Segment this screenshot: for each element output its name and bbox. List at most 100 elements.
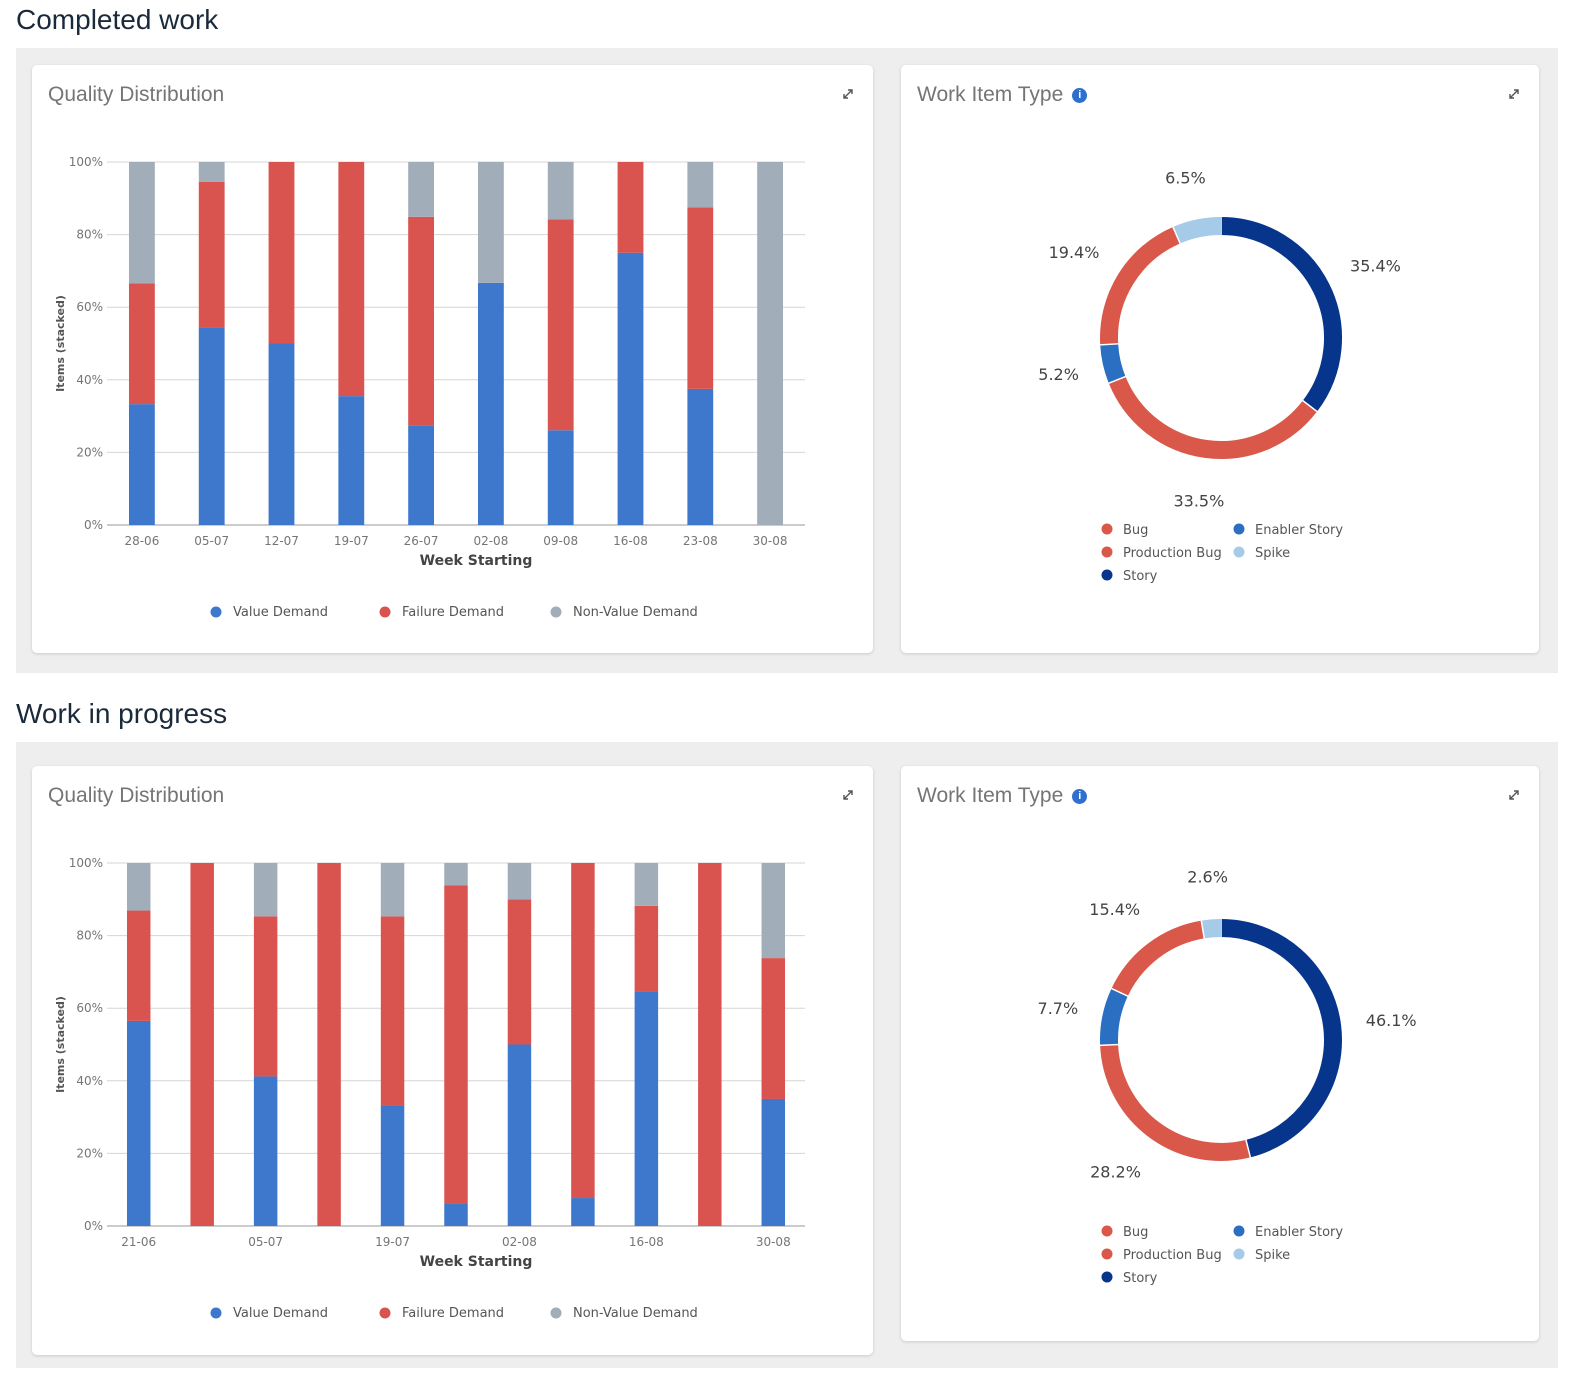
donut-slice — [1220, 919, 1342, 1158]
wip-panel: Quality Distribution 0% 20% 40% 60% 80% 100% I… — [16, 742, 1558, 1368]
bar-segment — [761, 1098, 786, 1226]
x-tick-label: 02-08 — [473, 534, 508, 548]
y-tick-label: 80% — [76, 929, 103, 943]
donut-slice — [1100, 988, 1128, 1046]
bar-segment — [547, 219, 574, 431]
bar-segment — [571, 1198, 595, 1226]
slice-separator — [1168, 218, 1185, 253]
y-tick-label: 60% — [76, 300, 103, 314]
x-tick-label: 16-08 — [613, 534, 648, 548]
x-tick-label: 16-08 — [629, 1235, 664, 1249]
bar-segment — [761, 958, 786, 1099]
expand-icon[interactable] — [1505, 85, 1523, 103]
card-title: Quality Distribution — [48, 784, 224, 808]
x-axis-label: Week Starting — [420, 1254, 533, 1270]
expand-icon[interactable] — [839, 786, 857, 804]
worktype-title: Work Item Type — [917, 784, 1064, 807]
y-tick-label: 20% — [76, 445, 103, 459]
expand-icon[interactable] — [1505, 786, 1523, 804]
worktype-donut-chart: 35.4% 33.5% 5.2% 19.4% 6.5% Bug Enabler Story P… — [1038, 168, 1401, 584]
bar-segment — [268, 162, 295, 344]
bar-segment — [687, 207, 714, 389]
legend-marker — [1101, 569, 1113, 581]
x-tick-label: 26-07 — [404, 534, 439, 548]
legend-marker — [1101, 1225, 1113, 1237]
bar-segment — [444, 885, 468, 1204]
donut-slice — [1108, 376, 1318, 459]
bar-segment — [507, 863, 532, 900]
bar-segment — [634, 991, 659, 1226]
x-tick-label: 05-07 — [248, 1235, 283, 1249]
bar-segment — [408, 162, 435, 217]
slice-label: 19.4% — [1049, 243, 1100, 262]
quality-bar-chart: 0% 20% 40% 60% 80% 100% Items (stacked) 28-06 05… — [54, 155, 805, 620]
info-icon[interactable]: i — [1072, 788, 1088, 804]
legend-label: Enabler Story — [1255, 523, 1343, 538]
slice-separator — [1091, 1043, 1128, 1047]
legend-label: Bug — [1123, 523, 1148, 538]
legend-marker — [1101, 546, 1113, 558]
bar-segment — [507, 899, 532, 1045]
bar-segment — [477, 162, 504, 283]
section-title-wip: Work in progress — [16, 698, 228, 729]
bar-segment — [253, 916, 278, 1077]
legend-label: Non-Value Demand — [573, 605, 698, 620]
x-tick-label: 05-07 — [194, 534, 229, 548]
legend-label: Enabler Story — [1255, 1225, 1343, 1240]
legend-marker — [210, 606, 222, 618]
quality-title: Quality Distribution — [48, 784, 225, 807]
bar-segment — [380, 1105, 405, 1226]
x-tick-label: 30-08 — [753, 534, 788, 548]
legend-marker — [1101, 523, 1113, 535]
slice-separator — [1243, 1131, 1254, 1167]
worktype-card-wip: Work Item Type i 46.1% 28.2% 7.7% 15.4% 2.6% B… — [901, 766, 1539, 1341]
legend-label: Failure Demand — [402, 605, 504, 620]
bar-segment — [128, 283, 155, 405]
legend-label: Value Demand — [233, 605, 328, 620]
bar-segment — [761, 863, 786, 959]
y-tick-label: 20% — [76, 1146, 103, 1160]
bar-segment — [380, 863, 405, 917]
legend-marker — [210, 1307, 222, 1319]
bar-segment — [198, 327, 225, 525]
bar-segment — [571, 863, 595, 1199]
y-axis-label: Items (stacked) — [54, 295, 67, 392]
y-tick-label: 40% — [76, 373, 103, 387]
quality-card-wip: Quality Distribution 0% 20% 40% 60% 80% 100% I… — [32, 766, 873, 1355]
bar-segment — [253, 1076, 278, 1226]
x-tick-label: 28-06 — [124, 534, 159, 548]
bar-segment — [444, 863, 468, 886]
slice-label: 5.2% — [1038, 365, 1079, 384]
legend-marker — [1233, 546, 1245, 558]
bar-segment — [408, 216, 435, 426]
bar-segment — [380, 916, 405, 1106]
expand-icon[interactable] — [839, 85, 857, 103]
bar-segment — [757, 162, 784, 525]
worktype-donut-chart: 46.1% 28.2% 7.7% 15.4% 2.6% Bug Enabler Story P… — [1038, 868, 1417, 1286]
bar-segment — [338, 396, 365, 525]
x-tick-label: 09-08 — [543, 534, 578, 548]
donut-slice — [1201, 919, 1222, 939]
bar-segment — [128, 162, 155, 284]
y-tick-label: 0% — [84, 1219, 103, 1233]
x-tick-label: 30-08 — [756, 1235, 791, 1249]
slice-separator — [1199, 911, 1207, 948]
quality-bar-chart: 0% 20% 40% 60% 80% 100% Items (stacked) 21-06 05… — [54, 856, 805, 1321]
bar-segment — [198, 181, 225, 328]
bar-segment — [687, 162, 714, 208]
info-icon[interactable]: i — [1072, 87, 1088, 103]
bar-segment — [128, 404, 155, 525]
slice-label: 35.4% — [1350, 256, 1401, 275]
slice-label: 2.6% — [1187, 868, 1228, 887]
donut-slice — [1220, 217, 1342, 412]
donut-slice — [1100, 1044, 1251, 1161]
slice-separator — [1103, 983, 1137, 1001]
legend-marker — [379, 1307, 391, 1319]
slice-label: 46.1% — [1366, 1011, 1417, 1030]
bar-segment — [126, 863, 151, 911]
bar-segment — [408, 425, 435, 525]
slice-separator — [1100, 372, 1135, 388]
legend-label: Production Bug — [1123, 546, 1222, 561]
legend-label: Bug — [1123, 1225, 1148, 1240]
x-tick-label: 12-07 — [264, 534, 299, 548]
